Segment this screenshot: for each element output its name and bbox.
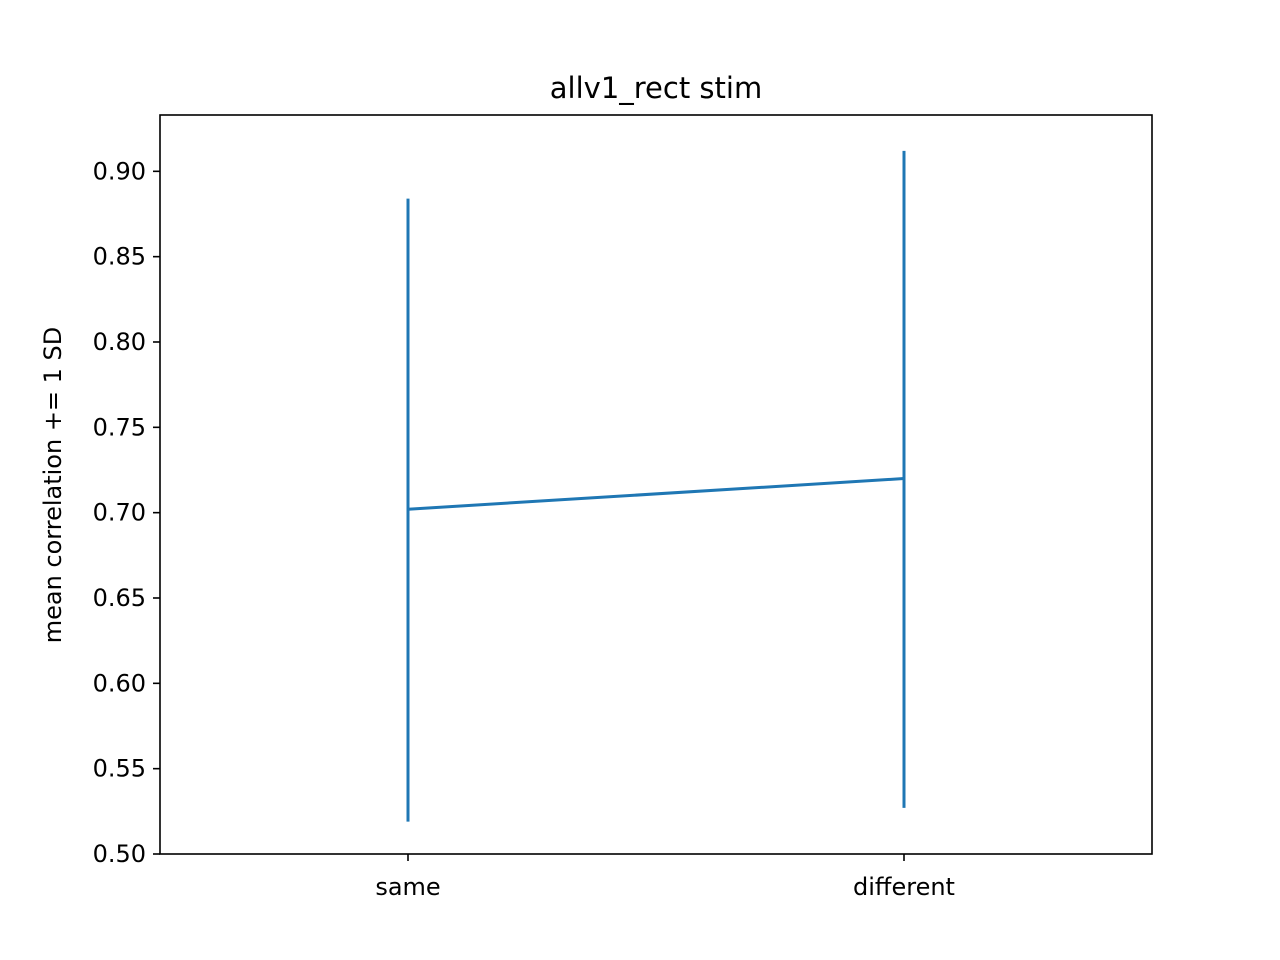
axes-frame (159, 114, 1153, 855)
x-tick-label: different (853, 873, 955, 901)
y-axis-title: mean correlation += 1 SD (39, 327, 67, 644)
y-tick-label: 0.80 (93, 328, 146, 356)
y-tick-label: 0.60 (93, 669, 146, 697)
data-point (406, 507, 410, 511)
data-point (902, 477, 906, 481)
y-tick-label: 0.70 (93, 499, 146, 527)
y-tick-label: 0.75 (93, 413, 146, 441)
y-tick-label: 0.55 (93, 755, 146, 783)
y-tick-label: 0.90 (93, 157, 146, 185)
x-tick-label: same (375, 873, 440, 901)
y-tick-label: 0.50 (93, 840, 146, 868)
chart-title: allv1_rect stim (550, 71, 762, 105)
series-line (407, 477, 905, 511)
y-tick-label: 0.85 (93, 243, 146, 271)
y-tick-label: 0.65 (93, 584, 146, 612)
plot-area: 0.50 0.55 0.60 0.65 0.70 0.75 0.80 0.85 0.90 same… (93, 150, 955, 901)
